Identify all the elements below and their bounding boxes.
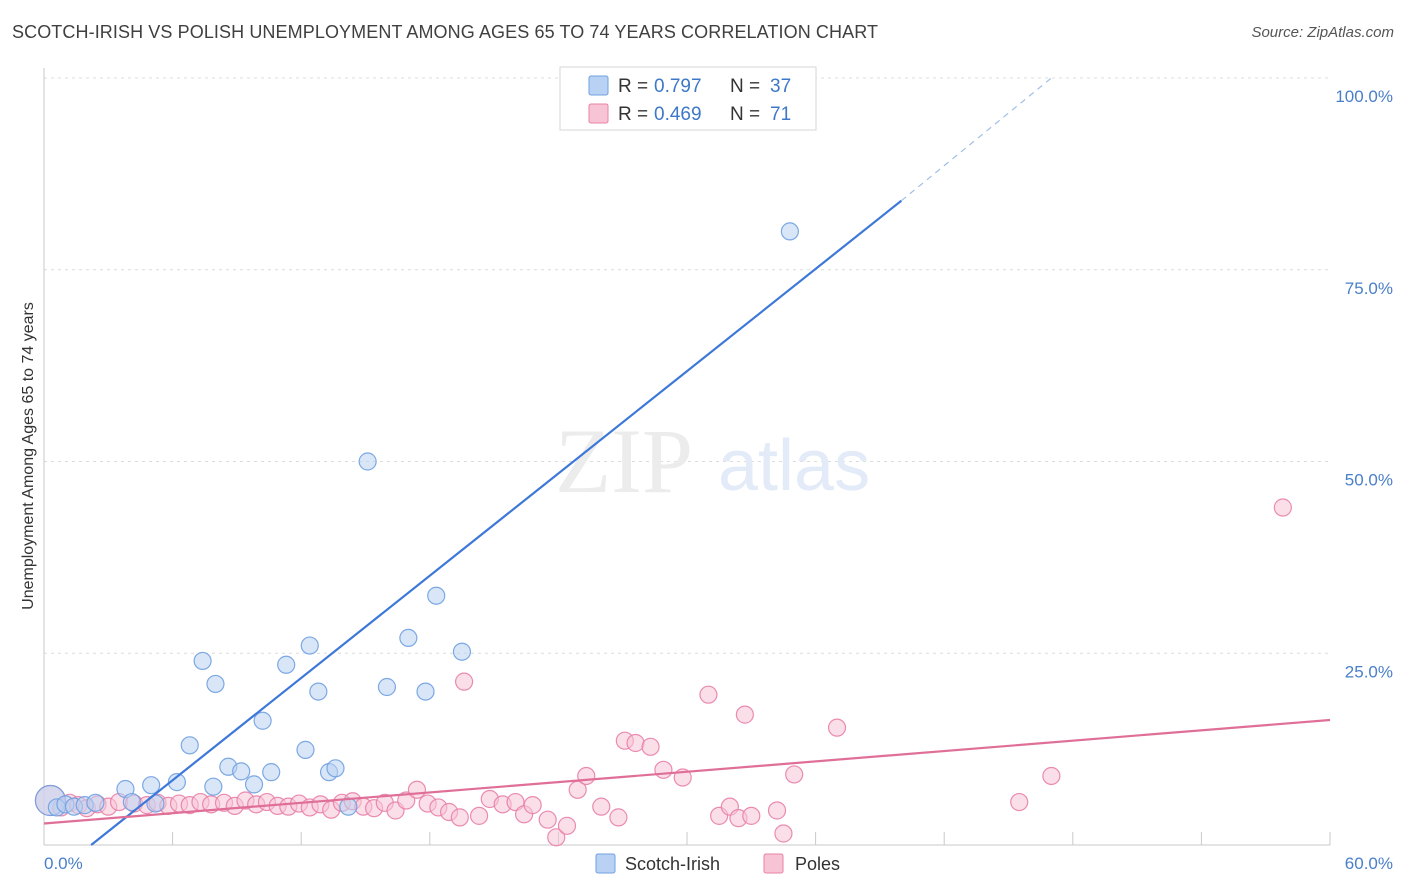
legend-box: R = 0.797 N = 37 R = 0.469 N = 71 bbox=[559, 66, 817, 131]
scotch-irish-point-14 bbox=[206, 674, 225, 694]
poles-point-46 bbox=[538, 810, 557, 829]
poles-point-65 bbox=[774, 824, 793, 843]
poles-point-58 bbox=[699, 685, 718, 704]
chart-title: SCOTCH-IRISH VS POLISH UNEMPLOYMENT AMON… bbox=[12, 22, 879, 42]
poles-point-33 bbox=[397, 791, 416, 810]
watermark: ZIP atlas bbox=[555, 410, 870, 512]
trend-lines bbox=[43, 77, 1331, 846]
scotch-irish-point-21 bbox=[296, 740, 315, 759]
y-tick-label-0: 25.0% bbox=[1345, 662, 1393, 681]
y-tick-label-2: 75.0% bbox=[1345, 279, 1393, 298]
legend-n-label: N = bbox=[730, 104, 760, 125]
scotch-irish-point-18 bbox=[253, 711, 272, 730]
legend-r-label: R = bbox=[618, 104, 648, 125]
poles-point-48 bbox=[557, 816, 577, 835]
scotch-irish-point-12 bbox=[193, 651, 212, 671]
poles-point-40 bbox=[469, 806, 489, 825]
watermark-atlas: atlas bbox=[718, 426, 870, 506]
scotch-irish-point-27 bbox=[358, 452, 377, 471]
scotch-irish-point-26 bbox=[339, 797, 358, 816]
poles-point-68 bbox=[1010, 792, 1029, 812]
scotch-irish-point-34 bbox=[780, 222, 799, 241]
y-tick-label-1: 50.0% bbox=[1345, 471, 1393, 490]
y-tick-label-3: 100.0% bbox=[1335, 87, 1393, 106]
legend-swatch-scotch-irish bbox=[588, 75, 609, 96]
scotch-irish-point-31 bbox=[427, 586, 446, 605]
x-tick-label-max: 60.0% bbox=[1345, 854, 1393, 873]
scotch-irish-point-5 bbox=[86, 793, 105, 812]
poles-point-62 bbox=[735, 705, 754, 724]
poles-point-47 bbox=[547, 828, 566, 847]
poles-point-70 bbox=[1273, 498, 1292, 517]
source-label: Source: ZipAtlas.com bbox=[1251, 24, 1394, 41]
legend-r-label: R = bbox=[618, 76, 648, 97]
poles-point-45 bbox=[523, 796, 542, 815]
scotch-irish-point-32 bbox=[452, 642, 472, 661]
scotch-irish-point-28 bbox=[377, 677, 397, 697]
poles-point-50 bbox=[577, 766, 596, 786]
y-axis-label: Unemployment Among Ages 65 to 74 years bbox=[20, 302, 37, 610]
poles-point-69 bbox=[1042, 766, 1061, 786]
y-tick-labels: 25.0% 50.0% 75.0% 100.0% bbox=[1335, 87, 1393, 681]
scotch-irish-point-8 bbox=[142, 776, 161, 795]
trend-line-scotch-irish bbox=[90, 199, 903, 846]
x-tick-labels: 0.0% 60.0% bbox=[44, 854, 1393, 873]
scotch-irish-point-25 bbox=[326, 759, 345, 778]
poles-point-51 bbox=[592, 797, 611, 816]
scotch-irish-point-29 bbox=[399, 628, 418, 648]
scotch-irish-point-11 bbox=[180, 736, 199, 755]
poles-point-66 bbox=[785, 765, 804, 784]
poles-point-64 bbox=[767, 801, 787, 820]
scotch-irish-point-20 bbox=[277, 655, 296, 674]
poles-point-63 bbox=[742, 806, 761, 825]
bottom-legend-label-scotch-irish[interactable]: Scotch-Irish bbox=[625, 854, 720, 874]
scotch-irish-point-10 bbox=[167, 773, 186, 792]
legend-r-value-scotch-irish: 0.797 bbox=[654, 76, 702, 97]
poles-point-43 bbox=[506, 792, 525, 812]
scotch-irish-point-13 bbox=[204, 777, 223, 796]
bottom-legend: Scotch-Irish Poles bbox=[595, 853, 840, 874]
scotch-irish-point-23 bbox=[309, 682, 328, 701]
legend-swatch-poles bbox=[588, 103, 609, 124]
watermark-zip: ZIP bbox=[555, 410, 693, 512]
series-poles bbox=[34, 498, 1292, 847]
bottom-legend-swatch-poles[interactable] bbox=[763, 853, 784, 874]
bottom-legend-swatch-scotch-irish[interactable] bbox=[595, 853, 616, 874]
legend-n-value-poles: 71 bbox=[770, 104, 791, 125]
scotch-irish-point-22 bbox=[300, 636, 319, 655]
trend-line-poles bbox=[43, 718, 1331, 825]
axes bbox=[43, 68, 1330, 846]
x-tick-label-min: 0.0% bbox=[44, 854, 83, 873]
scotch-irish-point-16 bbox=[232, 762, 251, 781]
poles-point-56 bbox=[654, 760, 673, 779]
poles-point-52 bbox=[609, 808, 628, 827]
scotch-irish-point-30 bbox=[416, 682, 435, 701]
poles-point-54 bbox=[626, 733, 645, 753]
legend-n-value-scotch-irish: 37 bbox=[770, 76, 791, 97]
poles-point-67 bbox=[827, 718, 847, 737]
poles-point-55 bbox=[641, 737, 660, 756]
legend-r-value-poles: 0.469 bbox=[654, 104, 702, 125]
scotch-irish-point-19 bbox=[262, 763, 281, 782]
legend-n-label: N = bbox=[730, 76, 760, 97]
poles-point-39 bbox=[454, 672, 474, 691]
scotch-irish-point-17 bbox=[244, 775, 264, 794]
scotch-irish-point-7 bbox=[122, 792, 141, 812]
series-scotch-irish bbox=[34, 68, 799, 817]
poles-point-34 bbox=[407, 780, 427, 799]
poles-point-38 bbox=[450, 808, 469, 827]
bottom-legend-label-poles[interactable]: Poles bbox=[795, 854, 840, 874]
trend-line-scotch-irish-extension bbox=[900, 77, 1052, 202]
